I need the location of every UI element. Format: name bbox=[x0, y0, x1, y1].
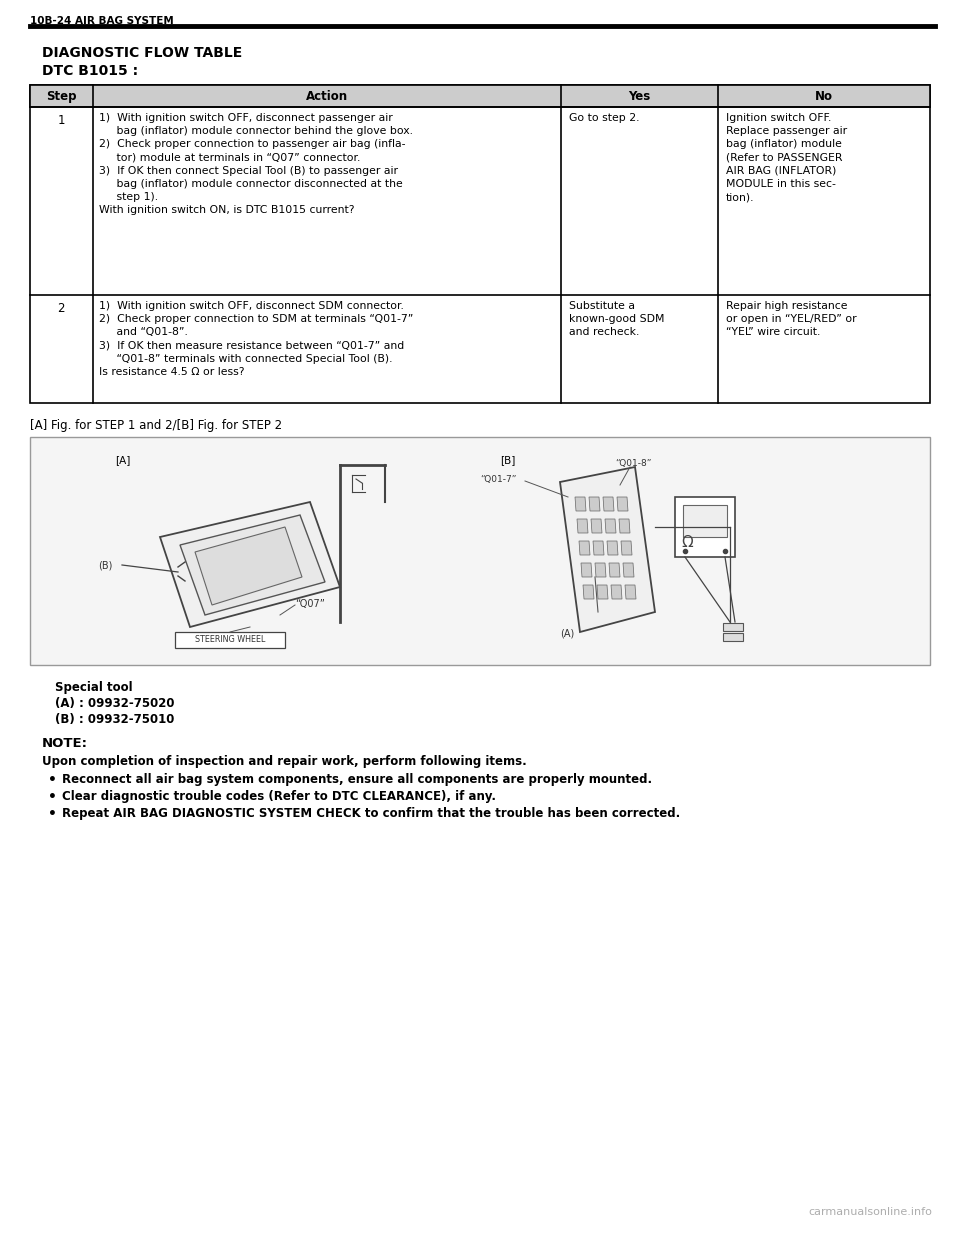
Text: tion).: tion). bbox=[726, 193, 755, 203]
Text: (Refer to PASSENGER: (Refer to PASSENGER bbox=[726, 153, 843, 163]
Text: or open in “YEL/RED” or: or open in “YEL/RED” or bbox=[726, 314, 856, 325]
Text: Repeat AIR BAG DIAGNOSTIC SYSTEM CHECK to confirm that the trouble has been corr: Repeat AIR BAG DIAGNOSTIC SYSTEM CHECK t… bbox=[62, 806, 681, 820]
Bar bbox=[723, 634, 743, 641]
Text: “YEL” wire circuit.: “YEL” wire circuit. bbox=[726, 327, 821, 337]
Text: Step: Step bbox=[46, 90, 76, 103]
Text: •: • bbox=[48, 806, 57, 821]
Polygon shape bbox=[603, 496, 614, 511]
Text: Is resistance 4.5 Ω or less?: Is resistance 4.5 Ω or less? bbox=[99, 367, 245, 377]
Text: Upon completion of inspection and repair work, perform following items.: Upon completion of inspection and repair… bbox=[42, 755, 527, 768]
Text: [A] Fig. for STEP 1 and 2/[B] Fig. for STEP 2: [A] Fig. for STEP 1 and 2/[B] Fig. for S… bbox=[30, 419, 282, 432]
Text: bag (inflator) module connector behind the glove box.: bag (inflator) module connector behind t… bbox=[99, 126, 413, 136]
Text: known-good SDM: known-good SDM bbox=[569, 314, 664, 325]
Text: With ignition switch ON, is DTC B1015 current?: With ignition switch ON, is DTC B1015 cu… bbox=[99, 205, 354, 215]
Text: (A) : 09932-75020: (A) : 09932-75020 bbox=[55, 697, 175, 710]
Text: Replace passenger air: Replace passenger air bbox=[726, 126, 847, 136]
Polygon shape bbox=[623, 563, 634, 577]
Text: •: • bbox=[48, 790, 57, 804]
Text: STEERING WHEEL: STEERING WHEEL bbox=[195, 635, 265, 643]
Polygon shape bbox=[180, 515, 325, 615]
Text: Ω: Ω bbox=[681, 535, 693, 550]
Polygon shape bbox=[625, 585, 636, 599]
Text: 3)  If OK then connect Special Tool (B) to passenger air: 3) If OK then connect Special Tool (B) t… bbox=[99, 165, 398, 175]
Text: “Q01-7”: “Q01-7” bbox=[480, 475, 516, 484]
Polygon shape bbox=[597, 585, 608, 599]
Polygon shape bbox=[609, 563, 620, 577]
Text: “Q01-8”: “Q01-8” bbox=[615, 459, 652, 468]
Polygon shape bbox=[605, 519, 616, 534]
Text: Yes: Yes bbox=[628, 90, 650, 103]
Text: bag (inflator) module: bag (inflator) module bbox=[726, 140, 842, 149]
Text: carmanualsonline.info: carmanualsonline.info bbox=[808, 1207, 932, 1216]
Text: bag (inflator) module connector disconnected at the: bag (inflator) module connector disconne… bbox=[99, 179, 403, 189]
Bar bbox=[675, 496, 735, 557]
Polygon shape bbox=[595, 563, 606, 577]
Polygon shape bbox=[611, 585, 622, 599]
Text: Reconnect all air bag system components, ensure all components are properly moun: Reconnect all air bag system components,… bbox=[62, 773, 652, 785]
Text: 1)  With ignition switch OFF, disconnect SDM connector.: 1) With ignition switch OFF, disconnect … bbox=[99, 301, 404, 311]
Polygon shape bbox=[195, 527, 302, 605]
Text: DIAGNOSTIC FLOW TABLE: DIAGNOSTIC FLOW TABLE bbox=[42, 46, 242, 61]
Polygon shape bbox=[589, 496, 600, 511]
Bar bbox=[30, 85, 930, 403]
Text: MODULE in this sec-: MODULE in this sec- bbox=[726, 179, 836, 189]
Text: step 1).: step 1). bbox=[99, 193, 158, 203]
Text: NOTE:: NOTE: bbox=[42, 737, 88, 750]
Polygon shape bbox=[583, 585, 594, 599]
Text: •: • bbox=[48, 773, 57, 787]
Text: 2: 2 bbox=[58, 303, 64, 315]
Bar bbox=[723, 622, 743, 631]
Polygon shape bbox=[581, 563, 592, 577]
Polygon shape bbox=[591, 519, 602, 534]
Text: [B]: [B] bbox=[500, 454, 516, 466]
Text: 10B-24 AIR BAG SYSTEM: 10B-24 AIR BAG SYSTEM bbox=[30, 16, 174, 26]
Text: Substitute a: Substitute a bbox=[569, 301, 635, 311]
Text: Repair high resistance: Repair high resistance bbox=[726, 301, 848, 311]
Text: [A]: [A] bbox=[115, 454, 131, 466]
Text: 3)  If OK then measure resistance between “Q01-7” and: 3) If OK then measure resistance between… bbox=[99, 341, 404, 351]
Text: 1: 1 bbox=[58, 114, 64, 127]
Text: (A): (A) bbox=[560, 629, 574, 638]
Polygon shape bbox=[621, 541, 632, 555]
Bar bbox=[175, 632, 285, 648]
Text: Clear diagnostic trouble codes (Refer to DTC CLEARANCE), if any.: Clear diagnostic trouble codes (Refer to… bbox=[62, 790, 496, 803]
Polygon shape bbox=[575, 496, 586, 511]
Polygon shape bbox=[593, 541, 604, 555]
Text: Action: Action bbox=[306, 90, 348, 103]
Polygon shape bbox=[160, 501, 340, 627]
Text: Special tool: Special tool bbox=[55, 680, 132, 694]
Text: “Q01-8” terminals with connected Special Tool (B).: “Q01-8” terminals with connected Special… bbox=[99, 353, 393, 364]
Text: 2)  Check proper connection to SDM at terminals “Q01-7”: 2) Check proper connection to SDM at ter… bbox=[99, 314, 414, 325]
Text: Go to step 2.: Go to step 2. bbox=[569, 112, 639, 124]
Text: tor) module at terminals in “Q07” connector.: tor) module at terminals in “Q07” connec… bbox=[99, 153, 360, 163]
Text: 2)  Check proper connection to passenger air bag (infla-: 2) Check proper connection to passenger … bbox=[99, 140, 405, 149]
Polygon shape bbox=[619, 519, 630, 534]
Polygon shape bbox=[607, 541, 618, 555]
Text: No: No bbox=[815, 90, 833, 103]
Bar bbox=[30, 437, 930, 664]
Text: DTC B1015 :: DTC B1015 : bbox=[42, 64, 138, 78]
Text: and “Q01-8”.: and “Q01-8”. bbox=[99, 327, 188, 337]
Text: and recheck.: and recheck. bbox=[569, 327, 639, 337]
Bar bbox=[30, 85, 930, 107]
Text: Ignition switch OFF.: Ignition switch OFF. bbox=[726, 112, 831, 124]
Text: AIR BAG (INFLATOR): AIR BAG (INFLATOR) bbox=[726, 165, 836, 175]
Text: (B): (B) bbox=[98, 559, 112, 571]
Polygon shape bbox=[560, 467, 655, 632]
Bar bbox=[683, 505, 727, 537]
Text: “Q07”: “Q07” bbox=[295, 599, 324, 609]
Polygon shape bbox=[617, 496, 628, 511]
Polygon shape bbox=[577, 519, 588, 534]
Text: 1)  With ignition switch OFF, disconnect passenger air: 1) With ignition switch OFF, disconnect … bbox=[99, 112, 393, 124]
Polygon shape bbox=[579, 541, 590, 555]
Text: (B) : 09932-75010: (B) : 09932-75010 bbox=[55, 713, 175, 726]
